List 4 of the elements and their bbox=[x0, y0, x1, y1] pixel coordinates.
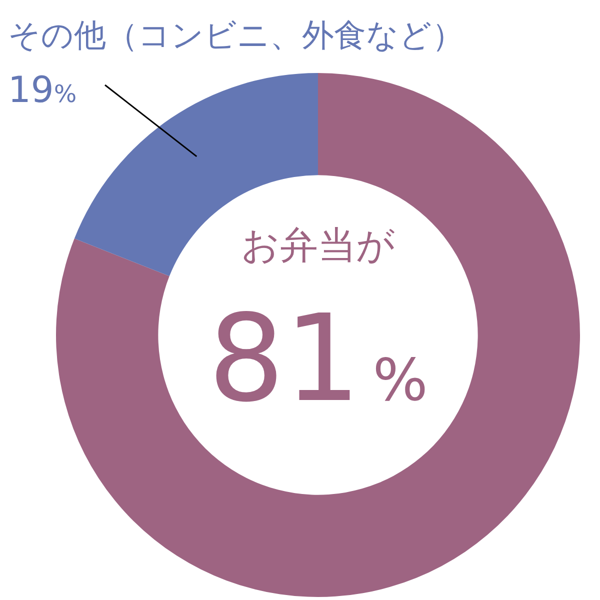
data-label: 81% bbox=[208, 290, 428, 429]
data-label: 19% bbox=[8, 70, 77, 111]
slice-label: お弁当が bbox=[241, 223, 395, 267]
slice-label: その他（コンビニ、外食など） bbox=[8, 16, 464, 54]
